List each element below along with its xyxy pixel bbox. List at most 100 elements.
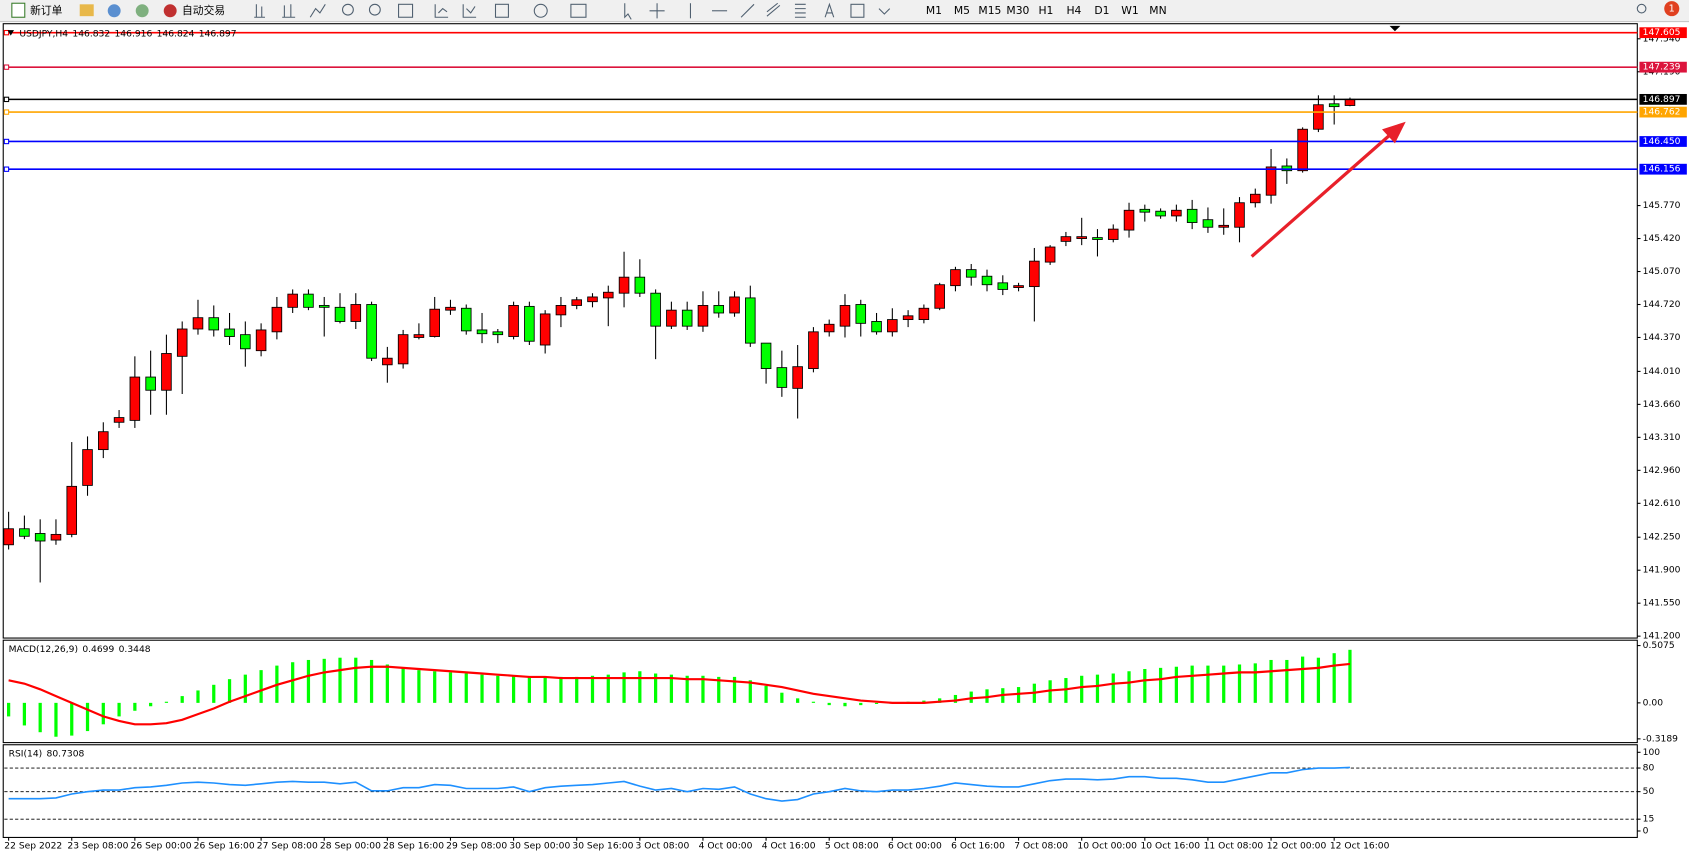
x-tick-label: 27 Sep 08:00 <box>257 842 318 852</box>
macd-bar <box>1206 665 1210 703</box>
icon-button[interactable] <box>824 2 835 18</box>
candle-body <box>1076 236 1087 239</box>
candle-body <box>240 334 251 350</box>
y-tick-label: 145.420 <box>1643 234 1681 244</box>
macd-bar <box>859 702 863 706</box>
timeframe-button[interactable]: D1 <box>1094 4 1109 17</box>
timeframe-button[interactable]: M30 <box>1006 4 1029 17</box>
icon-button[interactable] <box>494 3 509 18</box>
timeframe-button[interactable]: W1 <box>1121 4 1138 17</box>
timeframe-buttons: M1 M5 M15 M30 H1 H4 D1 W1 MN <box>926 4 1167 17</box>
candle-body <box>1202 219 1214 228</box>
candle-body <box>445 306 456 311</box>
level-label-bg <box>1639 27 1687 39</box>
icon-button[interactable] <box>135 4 149 18</box>
icon-button[interactable] <box>434 4 449 18</box>
x-tick-label: 4 Oct 00:00 <box>699 842 753 852</box>
macd-bar <box>732 676 737 703</box>
icon-button[interactable] <box>342 3 354 16</box>
candle-body <box>1060 236 1072 242</box>
candle-body <box>760 342 772 370</box>
candle-body <box>1265 166 1277 196</box>
timeframe-button[interactable]: M1 <box>926 4 942 17</box>
x-tick-label: 6 Oct 16:00 <box>951 842 1005 852</box>
y-tick-label: 50 <box>1643 787 1655 797</box>
candle-body <box>981 275 993 286</box>
icon-button[interactable] <box>368 3 381 16</box>
icon-button[interactable] <box>850 3 865 18</box>
macd-bar <box>164 701 169 703</box>
candle-body <box>823 323 835 333</box>
auto-trading-button[interactable]: 自动交易 <box>163 4 225 18</box>
notification-badge[interactable] <box>1664 1 1680 17</box>
macd-bar <box>1064 678 1068 703</box>
signal-line <box>8 662 1351 726</box>
button-label[interactable]: 新订单 <box>30 4 63 17</box>
candle-body <box>508 305 519 337</box>
candle-body <box>1281 165 1293 172</box>
macd-bar <box>638 671 642 703</box>
y-tick-label: 144.370 <box>1643 333 1681 343</box>
macd-bar <box>1301 656 1305 703</box>
timeframe-button[interactable]: M5 <box>954 4 970 17</box>
macd-bar <box>1316 657 1321 703</box>
candle-body <box>587 296 598 303</box>
icon-button[interactable] <box>398 3 414 18</box>
candle-body <box>271 306 283 333</box>
icon-button[interactable] <box>740 3 755 18</box>
level-handle <box>3 166 10 172</box>
icon-button[interactable] <box>570 3 587 18</box>
y-tick-label: 0.00 <box>1643 698 1664 708</box>
indicator-header: RSI(14) 80.7308 <box>9 749 85 759</box>
macd-bar <box>796 698 800 703</box>
level-label: 146.156 <box>1643 165 1681 175</box>
toolbar: 新订单 自动交易 <box>0 0 1689 23</box>
chart-shift-marker[interactable] <box>1389 25 1401 32</box>
candle-body <box>950 269 961 287</box>
macd-bar <box>1269 659 1273 703</box>
level-label-bg <box>1639 163 1687 175</box>
y-tick-label: 143.660 <box>1643 400 1681 410</box>
icon-button[interactable] <box>794 3 806 18</box>
icon-button[interactable] <box>533 3 548 18</box>
candle-body <box>1155 210 1166 217</box>
macd-bar <box>717 676 721 703</box>
icon-button[interactable] <box>766 2 781 17</box>
level-handle <box>3 29 10 36</box>
candle-body <box>681 309 693 327</box>
candle-body <box>476 329 488 335</box>
tool-icons <box>254 2 1647 20</box>
button-label[interactable]: 自动交易 <box>182 4 225 17</box>
timeframe-button[interactable]: H4 <box>1066 4 1081 17</box>
icon-button[interactable] <box>624 3 632 20</box>
candle-body <box>539 313 551 346</box>
icon-button[interactable] <box>878 8 891 15</box>
icon-button[interactable] <box>282 4 296 18</box>
icon-button[interactable] <box>649 3 665 19</box>
macd-bar <box>212 684 216 703</box>
level-handle <box>3 138 10 145</box>
candle-body <box>524 305 535 342</box>
macd-bar <box>385 664 389 703</box>
level-label: 146.450 <box>1643 137 1681 147</box>
icon-button[interactable] <box>79 4 94 17</box>
candle-body <box>1092 237 1103 240</box>
macd-bar <box>1143 668 1147 703</box>
timeframe-button[interactable]: H1 <box>1038 4 1053 17</box>
candle-body <box>224 328 235 337</box>
icon-button[interactable] <box>254 4 265 18</box>
macd-bar <box>654 673 658 703</box>
candle-body <box>50 533 62 541</box>
timeframe-button[interactable]: M15 <box>978 4 1001 17</box>
y-tick-label: 147.540 <box>1643 34 1681 44</box>
macd-bar <box>401 667 405 703</box>
timeframe-button[interactable]: MN <box>1149 4 1166 17</box>
x-tick-label: 6 Oct 00:00 <box>888 842 942 852</box>
icon-button[interactable] <box>462 4 477 18</box>
icon-button[interactable] <box>107 4 121 18</box>
x-tick-label: 30 Sep 00:00 <box>509 842 570 852</box>
candle-body <box>1044 246 1056 263</box>
new-order-button[interactable]: 新订单 <box>11 2 63 18</box>
icon-button[interactable] <box>309 4 326 18</box>
search-button[interactable] <box>1636 3 1647 14</box>
